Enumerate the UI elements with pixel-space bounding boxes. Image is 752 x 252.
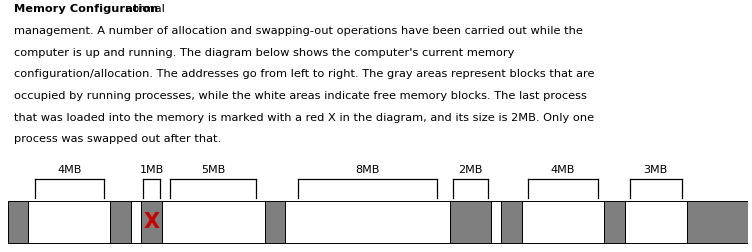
Bar (285, 201, 450, 243)
Bar (687, 201, 748, 243)
Text: 2MB: 2MB (458, 165, 483, 175)
Text: 1MB: 1MB (139, 165, 164, 175)
Bar (111, 201, 131, 243)
Text: computer is up and running. The diagram below shows the computer's current memor: computer is up and running. The diagram … (14, 48, 514, 58)
Bar (162, 201, 265, 243)
Bar (265, 201, 285, 243)
Text: X: X (144, 212, 159, 232)
Text: process was swapped out after that.: process was swapped out after that. (14, 134, 220, 144)
Text: 4MB: 4MB (57, 165, 81, 175)
Bar (502, 201, 522, 243)
Bar (604, 201, 625, 243)
Bar (141, 201, 162, 243)
Text: normal: normal (125, 4, 165, 14)
Bar (131, 201, 141, 243)
Text: 3MB: 3MB (644, 165, 668, 175)
Bar (625, 201, 687, 243)
Text: 4MB: 4MB (551, 165, 575, 175)
Bar (8, 201, 28, 243)
Bar (491, 201, 502, 243)
Text: occupied by running processes, while the white areas indicate free memory blocks: occupied by running processes, while the… (14, 91, 587, 101)
Bar (522, 201, 604, 243)
Text: configuration/allocation. The addresses go from left to right. The gray areas re: configuration/allocation. The addresses … (14, 69, 594, 79)
Text: 5MB: 5MB (201, 165, 226, 175)
Text: Memory Configuration: Memory Configuration (14, 4, 158, 14)
Text: management. A number of allocation and swapping-out operations have been carried: management. A number of allocation and s… (14, 26, 582, 36)
Text: that was loaded into the memory is marked with a red X in the diagram, and its s: that was loaded into the memory is marke… (14, 113, 593, 122)
Bar (28, 201, 111, 243)
Bar (450, 201, 491, 243)
Text: 8MB: 8MB (356, 165, 380, 175)
